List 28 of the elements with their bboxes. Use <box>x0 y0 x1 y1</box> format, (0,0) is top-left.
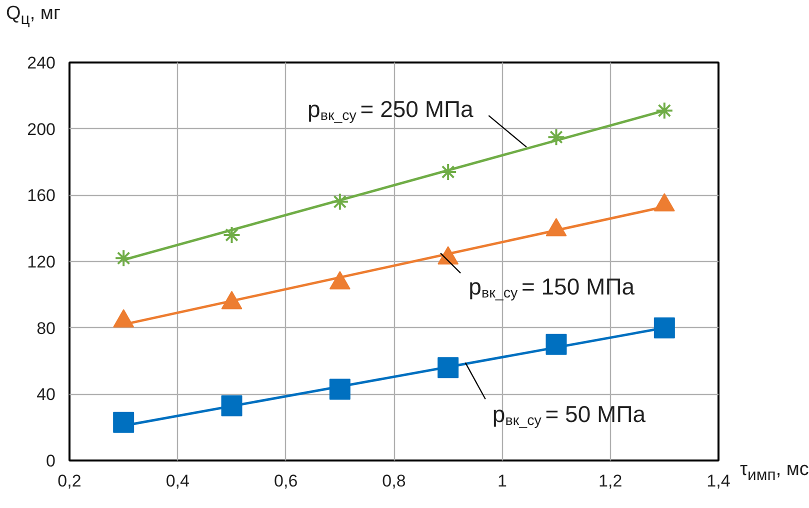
point <box>654 317 675 338</box>
point <box>330 192 349 211</box>
point <box>655 102 674 120</box>
x-axis-title: τ$_{имп}$, мс <box>740 458 809 486</box>
x-tick-label: 0,2 <box>58 472 82 490</box>
y-tick-label: 120 <box>27 252 56 272</box>
point <box>438 357 459 378</box>
point <box>546 334 567 355</box>
y-tick-label: 40 <box>36 385 56 404</box>
y-tick-label: 160 <box>27 186 56 206</box>
y-tick-label: 0 <box>46 452 56 470</box>
point <box>329 378 350 400</box>
y-tick-label: 240 <box>27 54 56 72</box>
y-axis-title: Q$_{ц}$, мг <box>6 2 60 30</box>
y-tick-label: 200 <box>27 120 56 139</box>
x-tick-label: 1 <box>497 472 507 490</box>
point <box>221 395 242 416</box>
point <box>114 249 133 268</box>
point <box>113 412 134 433</box>
y-tick-label: 80 <box>36 318 56 338</box>
x-tick-label: 1,2 <box>598 472 622 490</box>
point <box>547 128 566 146</box>
x-tick-label: 0,4 <box>166 472 190 490</box>
x-tick-label: 0,8 <box>382 472 406 490</box>
point <box>439 162 458 181</box>
point <box>222 226 241 244</box>
x-tick-label: 0,6 <box>274 472 298 490</box>
x-tick-label: 1,4 <box>706 472 730 490</box>
